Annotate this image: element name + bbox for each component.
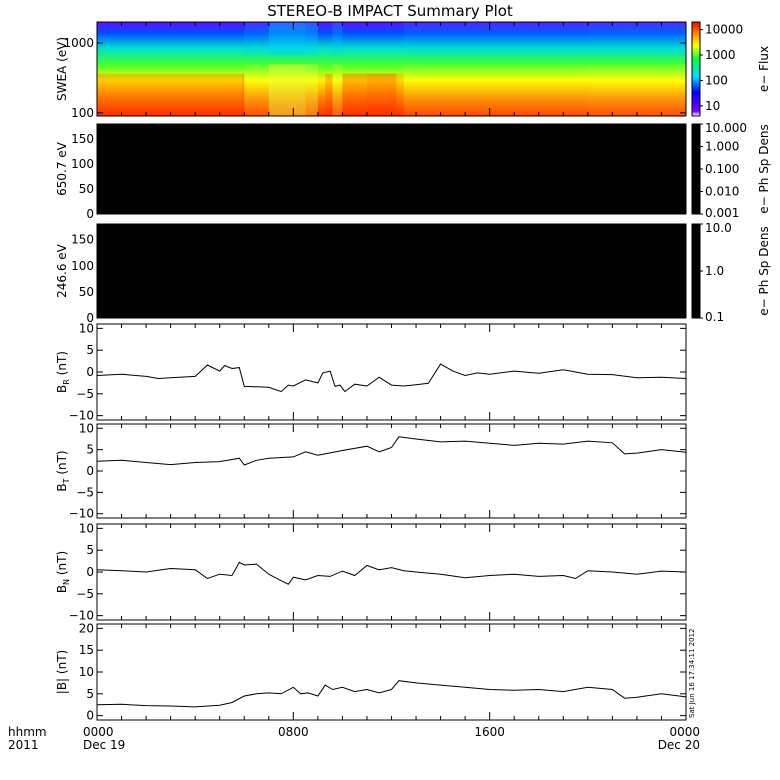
swea-cbar-label: e− Flux bbox=[757, 46, 771, 92]
swea-hot-column bbox=[317, 73, 326, 116]
bmag-trace bbox=[96, 680, 687, 708]
bmag-ylabel: |B| (nT) bbox=[55, 650, 69, 694]
pad-246-spectrogram bbox=[97, 224, 686, 318]
pad-246-ytick-label: 150 bbox=[71, 233, 94, 247]
pad-650-ytick-label: 100 bbox=[71, 157, 94, 171]
pad-246-ytick-label: 0 bbox=[86, 311, 94, 325]
br-trace bbox=[96, 363, 687, 393]
bn-ylabel: BN (nT) bbox=[55, 551, 71, 593]
swea-cool-column bbox=[332, 64, 343, 116]
x-tick-date: Dec 20 bbox=[658, 738, 700, 752]
pad-650-cbar-tick-label: 10.000 bbox=[705, 121, 747, 135]
generation-stamp: Sat Jun 16 17:34:11 2012 bbox=[688, 629, 696, 718]
swea-intensity-columns bbox=[97, 22, 686, 116]
corner-label-year: 2011 bbox=[8, 738, 39, 752]
pad-650-ytick-label: 0 bbox=[86, 207, 94, 221]
swea-colorbar bbox=[691, 21, 701, 117]
swea-cool-column bbox=[403, 64, 490, 116]
corner-label-hhmm: hhmm bbox=[8, 725, 47, 739]
bn-trace bbox=[96, 561, 687, 585]
swea-cool-top bbox=[305, 22, 318, 55]
x-tick-label: 0800 bbox=[278, 725, 309, 739]
bn-frame bbox=[96, 523, 687, 621]
pad-246-cbar-tick-label: 10.0 bbox=[705, 221, 732, 235]
x-tick-label: 0000 bbox=[83, 725, 114, 739]
x-tick-label: 0000 bbox=[669, 725, 700, 739]
swea-ylabel: SWEA (eV) bbox=[55, 37, 69, 101]
bmag-ytick-label: 0 bbox=[86, 709, 94, 723]
bmag-frame bbox=[96, 623, 687, 721]
swea-cool-top bbox=[489, 22, 588, 55]
swea-ytick-label: 1000 bbox=[63, 36, 94, 50]
br-ytick-label: −10 bbox=[69, 409, 94, 423]
swea-hot-column bbox=[396, 73, 404, 116]
pad-650-cbar-tick-label: 0.001 bbox=[705, 206, 739, 220]
bn-ytick-label: 10 bbox=[79, 521, 94, 535]
swea-hot-column bbox=[342, 73, 367, 116]
bt-trace bbox=[96, 436, 687, 466]
pad-650-colorbar bbox=[691, 123, 701, 215]
bn-ytick-label: 5 bbox=[86, 543, 94, 557]
pad-246-cbar-tick-label: 0.1 bbox=[705, 310, 724, 324]
x-tick-label: 1600 bbox=[474, 725, 505, 739]
swea-cbar-tick-label: 1000 bbox=[705, 48, 736, 62]
swea-cool-top bbox=[332, 22, 343, 55]
br-ytick-label: 0 bbox=[86, 365, 94, 379]
pad-650-spectrogram bbox=[97, 124, 686, 214]
swea-cool-top bbox=[268, 22, 306, 55]
plot-title: STEREO-B IMPACT Summary Plot bbox=[267, 2, 513, 20]
swea-ytick-label: 100 bbox=[71, 106, 94, 120]
pad-650-cbar-tick-label: 0.010 bbox=[705, 185, 739, 199]
pad-246-ytick-label: 50 bbox=[79, 285, 94, 299]
bt-ylabel: BT (nT) bbox=[55, 450, 71, 491]
pad-650-cbar-tick-label: 1.000 bbox=[705, 140, 739, 154]
br-ytick-label: 5 bbox=[86, 343, 94, 357]
bmag-ytick-label: 10 bbox=[79, 665, 94, 679]
bt-ytick-label: −5 bbox=[76, 485, 94, 499]
br-frame bbox=[96, 323, 687, 421]
swea-cool-top bbox=[403, 22, 490, 55]
swea-cool-column bbox=[305, 64, 318, 116]
bmag-ytick-label: 15 bbox=[79, 643, 94, 657]
bmag-ytick-label: 20 bbox=[79, 621, 94, 635]
pad-650-ytick-label: 150 bbox=[71, 132, 94, 146]
swea-cool-column bbox=[489, 64, 588, 116]
br-ytick-label: 10 bbox=[79, 321, 94, 335]
bmag-ytick-label: 5 bbox=[86, 687, 94, 701]
swea-spectrogram bbox=[97, 22, 686, 116]
swea-cool-top bbox=[244, 22, 269, 55]
x-tick-date: Dec 19 bbox=[83, 738, 125, 752]
swea-cbar-tick-label: 100 bbox=[705, 73, 728, 87]
bt-ytick-label: 0 bbox=[86, 464, 94, 478]
br-ylabel: BR (nT) bbox=[55, 351, 71, 393]
bn-ytick-label: −5 bbox=[76, 587, 94, 601]
swea-cbar-tick-label: 10000 bbox=[705, 23, 743, 37]
pad-246-colorbar bbox=[691, 223, 701, 319]
pad-246-ylabel: 246.6 eV bbox=[55, 243, 69, 298]
pad-650-ylabel: 650.7 eV bbox=[55, 141, 69, 196]
swea-hot-column bbox=[366, 73, 397, 116]
pad-246-ytick-label: 100 bbox=[71, 259, 94, 273]
bn-ytick-label: 0 bbox=[86, 565, 94, 579]
swea-cool-column bbox=[244, 64, 269, 116]
bn-ytick-label: −10 bbox=[69, 609, 94, 623]
swea-cool-column bbox=[587, 64, 686, 116]
swea-hot-column bbox=[325, 73, 333, 116]
bt-ytick-label: 10 bbox=[79, 421, 94, 435]
pad-650-cbar-label: e− Ph Sp Dens bbox=[757, 124, 771, 213]
pad-650-ytick-label: 50 bbox=[79, 182, 94, 196]
swea-cool-top bbox=[587, 22, 686, 55]
bt-ytick-label: 5 bbox=[86, 443, 94, 457]
swea-hot-column bbox=[241, 73, 245, 116]
swea-cool-column bbox=[268, 64, 306, 116]
swea-hot-column bbox=[97, 73, 242, 116]
bt-ytick-label: −10 bbox=[69, 507, 94, 521]
swea-cbar-tick-label: 10 bbox=[705, 99, 720, 113]
br-ytick-label: −5 bbox=[76, 387, 94, 401]
pad-650-cbar-tick-label: 0.100 bbox=[705, 162, 739, 176]
bt-frame bbox=[96, 423, 687, 519]
pad-246-cbar-label: e− Ph Sp Dens bbox=[757, 226, 771, 315]
pad-246-cbar-tick-label: 1.0 bbox=[705, 264, 724, 278]
